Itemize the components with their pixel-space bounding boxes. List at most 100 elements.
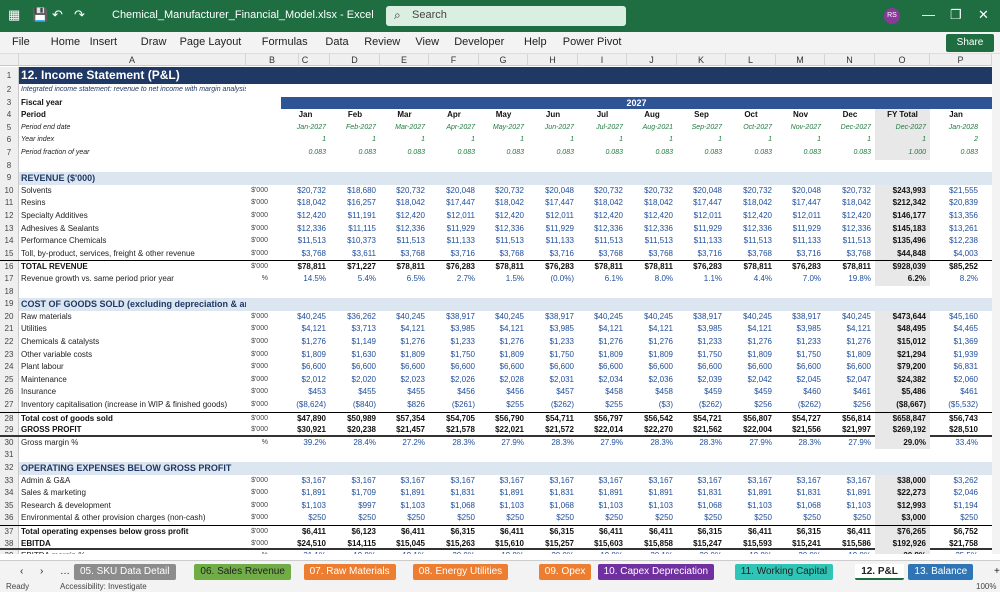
value-cell[interactable]: $15,257: [545, 538, 574, 548]
accessibility-status[interactable]: Accessibility: Investigate: [60, 582, 147, 591]
value-cell[interactable]: $76,283: [446, 262, 475, 272]
value-cell[interactable]: $1,194: [953, 500, 978, 510]
value-cell[interactable]: $15,263: [446, 538, 475, 548]
value-cell[interactable]: 0.083: [853, 149, 871, 156]
value-cell[interactable]: $3,167: [301, 475, 326, 485]
row-number[interactable]: 21: [0, 323, 19, 336]
value-cell[interactable]: $6,411: [400, 527, 425, 536]
column-header[interactable]: E: [380, 54, 429, 66]
value-cell[interactable]: ($5,532): [948, 400, 978, 409]
value-cell[interactable]: $2,034: [598, 374, 623, 384]
value-cell[interactable]: 28.4%: [353, 437, 376, 447]
value-cell[interactable]: 27.9%: [848, 437, 871, 447]
value-cell[interactable]: 19.1%: [380, 550, 429, 554]
value-cell[interactable]: $1,276: [648, 337, 673, 346]
value-cell[interactable]: 1.000: [875, 147, 930, 160]
value-cell[interactable]: $2,046: [953, 488, 978, 498]
value-cell[interactable]: $12,420: [297, 211, 326, 220]
value-cell[interactable]: $1,233: [549, 337, 574, 346]
value-cell[interactable]: $458: [655, 387, 673, 397]
value-cell[interactable]: $458: [605, 387, 623, 397]
value-cell[interactable]: $1,750: [697, 349, 722, 359]
value-cell[interactable]: $2,047: [846, 374, 871, 384]
value-cell[interactable]: $12,011: [693, 211, 722, 220]
value-cell[interactable]: $3,167: [598, 475, 623, 485]
row-number[interactable]: 30: [0, 436, 19, 450]
value-cell[interactable]: $12,993: [875, 499, 930, 513]
value-cell[interactable]: 28.3%: [551, 437, 574, 447]
row-number[interactable]: 23: [0, 348, 19, 362]
column-header[interactable]: H: [528, 54, 578, 66]
value-cell[interactable]: $250: [605, 513, 623, 523]
value-cell[interactable]: $20,839: [949, 198, 978, 208]
tab-ellipsis[interactable]: …: [60, 566, 70, 577]
value-cell[interactable]: $40,245: [594, 311, 623, 321]
value-cell[interactable]: $18,680: [347, 185, 376, 195]
value-cell[interactable]: $15,610: [495, 538, 524, 548]
value-cell[interactable]: 20.0%: [677, 550, 726, 554]
value-cell[interactable]: $6,411: [598, 527, 623, 536]
value-cell[interactable]: 6.2%: [875, 273, 930, 286]
value-cell[interactable]: $256: [853, 400, 871, 409]
value-cell[interactable]: $1,630: [351, 349, 376, 359]
value-cell[interactable]: 27.2%: [402, 437, 425, 447]
column-header[interactable]: M: [776, 54, 825, 66]
value-cell[interactable]: $1,809: [400, 349, 425, 359]
value-cell[interactable]: $4,121: [301, 324, 326, 334]
value-cell[interactable]: $6,831: [953, 362, 978, 372]
tab-next-arrow[interactable]: ›: [40, 566, 44, 577]
column-header[interactable]: I: [578, 54, 627, 66]
value-cell[interactable]: $15,241: [792, 538, 821, 548]
menu-review[interactable]: Review: [364, 36, 401, 48]
value-cell[interactable]: $250: [407, 513, 425, 523]
row-number[interactable]: 24: [0, 361, 19, 374]
value-cell[interactable]: 27.9%: [600, 437, 623, 447]
value-cell[interactable]: $12,420: [396, 211, 425, 220]
value-cell[interactable]: $11,115: [348, 223, 376, 233]
value-cell[interactable]: $250: [853, 513, 871, 523]
row-number[interactable]: 37: [0, 526, 19, 538]
value-cell[interactable]: $22,273: [875, 487, 930, 500]
value-cell[interactable]: $250: [506, 513, 524, 523]
value-cell[interactable]: 0.083: [655, 149, 673, 156]
value-cell[interactable]: $4,465: [953, 324, 978, 334]
value-cell[interactable]: ($262): [797, 400, 821, 409]
value-cell[interactable]: $1,276: [400, 337, 425, 346]
value-cell[interactable]: Nov-2027: [790, 123, 821, 131]
value-cell[interactable]: $4,121: [648, 324, 673, 334]
value-cell[interactable]: $11,929: [792, 223, 821, 233]
value-cell[interactable]: 20.1%: [627, 550, 677, 554]
value-cell[interactable]: $250: [655, 513, 673, 523]
value-cell[interactable]: $11,513: [495, 236, 524, 246]
value-cell[interactable]: $78,811: [842, 262, 871, 272]
value-cell[interactable]: Oct-2027: [743, 123, 772, 131]
value-cell[interactable]: 1: [817, 136, 821, 144]
value-cell[interactable]: $56,542: [644, 413, 673, 423]
column-header[interactable]: [0, 54, 19, 66]
value-cell[interactable]: $1,831: [450, 488, 475, 498]
value-cell[interactable]: $3,768: [648, 248, 673, 258]
value-cell[interactable]: 20.8%: [875, 550, 930, 554]
value-cell[interactable]: $15,593: [743, 538, 772, 548]
sheet-tab[interactable]: 11. Working Capital: [734, 564, 834, 580]
value-cell[interactable]: $1,103: [846, 500, 871, 510]
value-cell[interactable]: $1,276: [301, 337, 326, 346]
value-cell[interactable]: $11,133: [446, 236, 475, 246]
value-cell[interactable]: $255: [605, 400, 623, 409]
value-cell[interactable]: $1,068: [450, 500, 475, 510]
value-cell[interactable]: $3,167: [499, 475, 524, 485]
value-cell[interactable]: $11,133: [792, 236, 821, 246]
column-header[interactable]: G: [479, 54, 528, 66]
row-number[interactable]: 28: [0, 412, 19, 425]
value-cell[interactable]: $1,809: [648, 349, 673, 359]
value-cell[interactable]: $3,768: [499, 248, 524, 258]
value-cell[interactable]: $1,750: [549, 349, 574, 359]
vertical-scrollbar[interactable]: [992, 54, 1000, 554]
value-cell[interactable]: 19.8%: [825, 550, 875, 554]
value-cell[interactable]: $21,562: [693, 425, 722, 435]
value-cell[interactable]: 1: [520, 136, 524, 144]
value-cell[interactable]: $47,890: [297, 413, 326, 423]
value-cell[interactable]: $40,245: [297, 311, 326, 321]
value-cell[interactable]: 20.0%: [528, 550, 578, 554]
value-cell[interactable]: $4,121: [747, 324, 772, 334]
